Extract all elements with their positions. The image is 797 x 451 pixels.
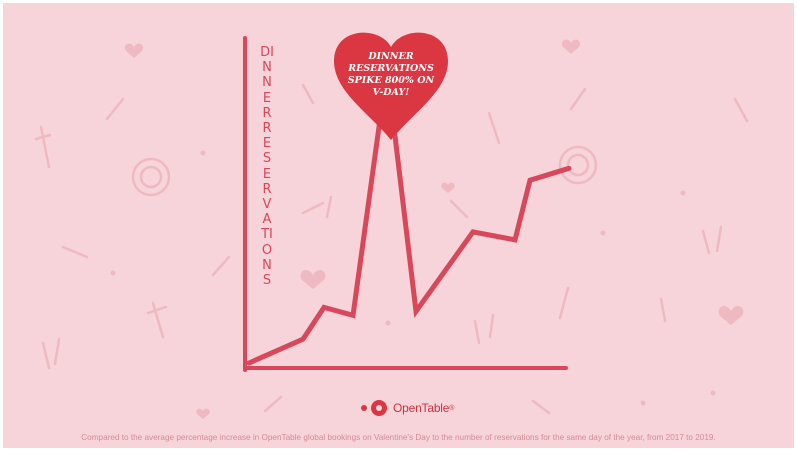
logo-dot-icon <box>361 405 367 411</box>
plate-icon <box>131 157 171 197</box>
champagne-glass-icon <box>301 195 333 219</box>
knife-icon <box>105 97 125 121</box>
plate-icon <box>558 145 598 185</box>
knife-icon <box>61 245 89 259</box>
heart-icon <box>718 306 744 325</box>
line-chart <box>243 32 572 372</box>
heart-callout-text: DINNER RESERVATIONS SPIKE 800% ON V-DAY! <box>347 51 435 98</box>
champagne-glass-icon <box>701 225 723 255</box>
fork-icon <box>487 111 501 145</box>
footnote: Compared to the average percentage incre… <box>81 433 716 442</box>
background-decoration <box>34 32 749 419</box>
series-line <box>246 68 572 366</box>
knife-icon <box>569 87 587 111</box>
sparkle-icon <box>200 150 206 156</box>
heart-icon <box>561 39 581 54</box>
glass-icon <box>34 125 52 169</box>
heart-icon <box>300 270 326 289</box>
logo-text: OpenTable <box>393 401 450 415</box>
sparkle-icon <box>640 400 646 406</box>
sparkle-icon <box>385 320 391 326</box>
champagne-glass-icon <box>473 313 495 345</box>
plate-icon <box>139 165 163 189</box>
plate-icon <box>566 153 590 177</box>
heart-icon <box>441 182 455 193</box>
bottle-icon <box>146 301 168 339</box>
logo-ring-icon <box>371 400 387 416</box>
opentable-logo: OpenTable ® <box>361 396 454 420</box>
knife-icon <box>211 255 231 277</box>
fork-icon <box>301 83 315 105</box>
logo-registered-mark: ® <box>449 404 455 412</box>
heart-icon <box>196 408 210 419</box>
knife-icon <box>531 399 551 415</box>
y-axis-label: DINNER RESERVATIONS <box>260 45 274 289</box>
bottle-icon <box>558 286 570 320</box>
infographic: DINNER RESERVATIONS DINNER RESERVATIONS … <box>3 3 794 448</box>
knife-icon <box>263 395 283 413</box>
sparkle-icon <box>110 270 116 276</box>
champagne-glass-icon <box>41 337 61 370</box>
fork-icon <box>449 199 469 219</box>
heart-callout-icon <box>334 32 448 140</box>
heart-icon <box>124 43 144 58</box>
sparkle-icon <box>710 390 716 396</box>
sparkle-icon <box>680 190 686 196</box>
fork-icon <box>659 297 667 323</box>
knife-icon <box>733 97 749 123</box>
sparkle-icon <box>600 230 606 236</box>
